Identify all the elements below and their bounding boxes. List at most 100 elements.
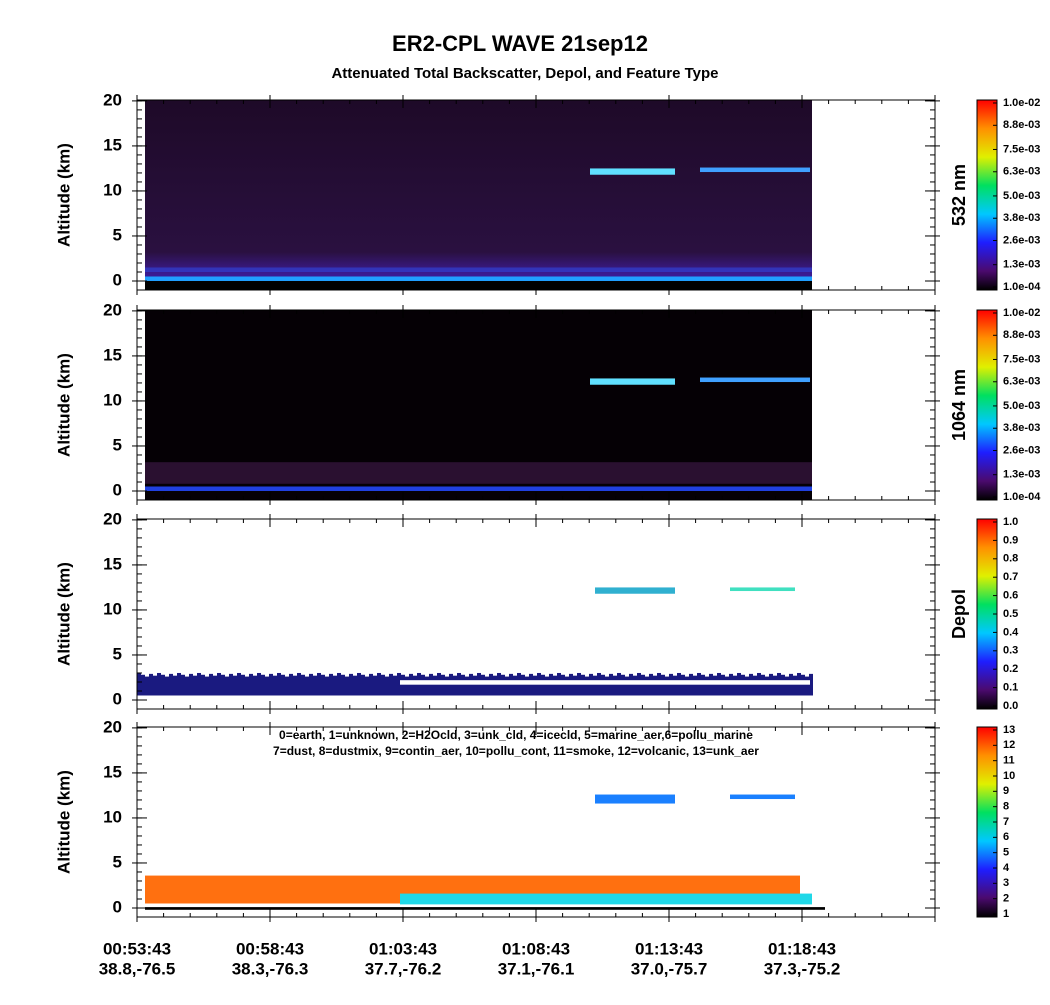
y-tick-label: 0: [113, 480, 122, 499]
depol-column: [681, 674, 685, 696]
colorbar-tick-label: 0.2: [1003, 663, 1018, 675]
depol-column: [269, 673, 273, 696]
depol-column: [373, 675, 377, 696]
depol-column: [461, 674, 465, 696]
depol-column: [253, 675, 257, 696]
depol-column: [173, 675, 177, 696]
colorbar-tick-label: 10: [1003, 770, 1015, 782]
depol-column: [241, 674, 245, 696]
depol-column: [157, 672, 161, 696]
depol-column: [161, 674, 165, 696]
depol-column: [609, 673, 613, 696]
cloud: [730, 587, 795, 592]
x-tick-label: 01:03:43: [369, 939, 437, 958]
y-tick-label: 20: [103, 300, 122, 319]
depol-column: [581, 674, 585, 696]
depol-column: [465, 676, 469, 696]
depol-column: [645, 676, 649, 696]
y-axis-label: Altitude (km): [54, 353, 73, 457]
depol-column: [225, 676, 229, 696]
colorbar-label: Depol: [949, 589, 969, 639]
gap: [400, 680, 810, 685]
depol-column: [297, 672, 301, 696]
depol-column: [689, 673, 693, 696]
colorbar-tick-label: 2.6e-03: [1003, 444, 1040, 456]
depol-column: [153, 675, 157, 696]
cloud: [700, 377, 810, 383]
y-tick-label: 20: [103, 717, 122, 736]
depol-column: [661, 674, 665, 696]
depol-column: [801, 674, 805, 696]
depol-column: [233, 675, 237, 696]
depol-column: [725, 676, 729, 696]
depol-column: [177, 672, 181, 696]
depol-column: [257, 672, 261, 696]
depol-column: [493, 675, 497, 696]
depol-column: [633, 675, 637, 696]
colorbar-label: 1064 nm: [949, 369, 969, 441]
depol-column: [305, 676, 309, 696]
colorbar-tick-label: 7: [1003, 816, 1009, 828]
colorbar-tick-label: 7.5e-03: [1003, 143, 1040, 155]
depol-column: [553, 675, 557, 696]
x-tick-label: 01:18:43: [768, 939, 836, 958]
depol-column: [473, 675, 477, 696]
colorbar-tick-label: 1.0e-04: [1003, 491, 1041, 503]
depol-column: [445, 676, 449, 696]
depol-column: [289, 673, 293, 696]
depol-column: [573, 675, 577, 696]
depol-column: [489, 673, 493, 696]
colorbar-tick-label: 6: [1003, 831, 1009, 843]
depol-column: [513, 675, 517, 696]
depol-column: [789, 673, 793, 696]
depol-column: [333, 675, 337, 696]
colorbar-tick-label: 3.8e-03: [1003, 212, 1040, 224]
depol-column: [245, 676, 249, 696]
depol-column: [449, 673, 453, 696]
depol-column: [249, 673, 253, 696]
depol-column: [641, 674, 645, 696]
colorbar-tick-label: 0.6: [1003, 590, 1018, 602]
depol-column: [181, 674, 185, 696]
depol-column: [309, 673, 313, 696]
depol-column: [749, 673, 753, 696]
colorbar-tick-label: 0.4: [1003, 626, 1019, 638]
y-tick-label: 5: [113, 435, 122, 454]
depol-column: [341, 674, 345, 696]
depol-column: [413, 675, 417, 696]
depol-column: [805, 676, 809, 696]
y-axis-label: Altitude (km): [54, 143, 73, 247]
colorbar-tick-label: 0.8: [1003, 553, 1018, 565]
depol-column: [525, 676, 529, 696]
depol-column: [325, 676, 329, 696]
depol-column: [201, 674, 205, 696]
depol-column: [385, 676, 389, 696]
depol-column: [429, 673, 433, 696]
colorbar-tick-label: 0.9: [1003, 534, 1018, 546]
depol-column: [545, 676, 549, 696]
depol-column: [721, 674, 725, 696]
depol-column: [141, 674, 145, 696]
depol-column: [205, 676, 209, 696]
legend-text: 0=earth, 1=unknown, 2=H2Ocld, 3=unk_cld,…: [279, 728, 753, 742]
depol-column: [273, 675, 277, 696]
depol-column: [601, 674, 605, 696]
y-tick-label: 15: [103, 762, 122, 781]
depol-column: [713, 675, 717, 696]
depol-column: [809, 673, 813, 696]
colorbar-label: 532 nm: [949, 164, 969, 226]
depol-column: [649, 673, 653, 696]
cloud: [700, 167, 810, 173]
depol-column: [549, 673, 553, 696]
colorbar-tick-label: 11: [1003, 755, 1015, 767]
x-tick-label: 00:58:43: [236, 939, 304, 958]
depol-column: [281, 674, 285, 696]
colorbar-tick-label: 2: [1003, 893, 1009, 905]
surface-band: [145, 276, 812, 281]
colorbar-tick-label: 0.7: [1003, 571, 1018, 583]
depol-column: [453, 675, 457, 696]
depol-column: [529, 673, 533, 696]
title: ER2-CPL WAVE 21sep12: [392, 31, 648, 56]
y-tick-label: 5: [113, 644, 122, 663]
backdrop: [145, 100, 812, 290]
